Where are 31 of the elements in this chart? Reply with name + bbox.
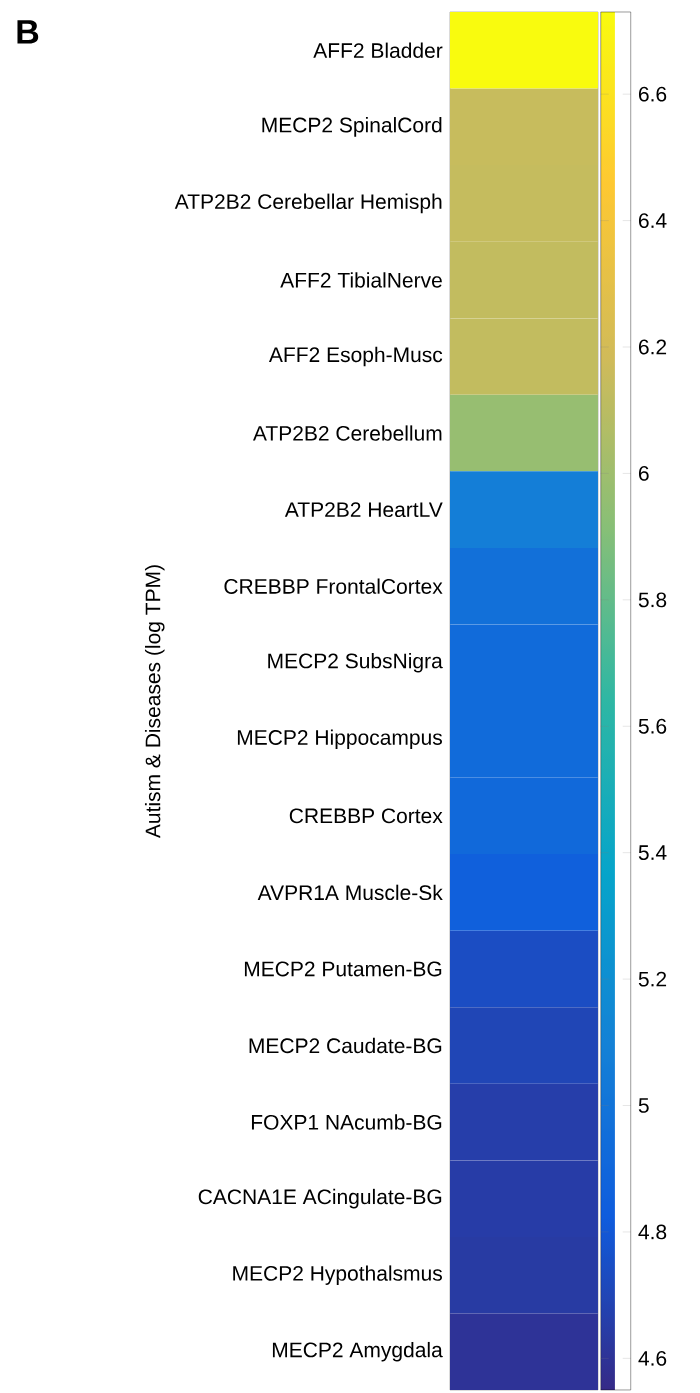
y-axis-title: Autism & Diseases (log TPM) xyxy=(144,565,165,839)
color-bar-label: 5.2 xyxy=(638,971,667,987)
y-tick-label: ATP2B2 HeartLV xyxy=(284,502,443,518)
y-tick-label: AFF2 Bladder xyxy=(313,42,443,58)
y-tick-label: AFF2 Esoph-Musc xyxy=(268,346,443,367)
y-tick-label: AFF2 TibialNerve xyxy=(280,272,442,288)
color-bar-label: 5.8 xyxy=(638,592,667,608)
color-bar-label: 6 xyxy=(638,465,649,481)
color-bar-label: 6.2 xyxy=(638,339,667,355)
y-tick-label: FOXP1 NAcumb-BG xyxy=(251,1114,442,1130)
color-bar-label: 6.6 xyxy=(638,86,667,102)
y-tick-label: MECP2 SpinalCord xyxy=(262,117,442,137)
color-bar-label: 4.8 xyxy=(638,1224,667,1240)
y-tick-label: AVPR1A Muscle-Sk xyxy=(257,884,443,901)
color-bar-label: 5 xyxy=(638,1098,649,1113)
y-tick-label: MECP2 Hippocampus xyxy=(237,729,442,750)
y-tick-label: CACNA1E ACingulate-BG xyxy=(198,1188,442,1209)
y-tick-label: CREBBP FrontalCortex xyxy=(224,578,443,594)
color-bar-label: 5.4 xyxy=(638,845,667,860)
y-tick-label: CREBBP Cortex xyxy=(289,808,443,824)
color-bar-label: 5.6 xyxy=(638,718,667,734)
color-bar-label: 6.4 xyxy=(638,213,667,229)
y-tick-label: MECP2 Hypothalsmus xyxy=(233,1265,442,1285)
y-tick-label: MECP2 Putamen-BG xyxy=(244,961,442,977)
y-tick-label: ATP2B2 Cerebellar Hemisph xyxy=(174,193,442,214)
y-tick-label: MECP2 Amygdala xyxy=(272,1341,443,1362)
y-tick-label: MECP2 Caudate-BG xyxy=(249,1037,442,1054)
y-tick-label: ATP2B2 Cerebellum xyxy=(252,425,442,441)
y-tick-label: MECP2 SubsNigra xyxy=(268,652,443,673)
color-bar-label: 4.6 xyxy=(638,1350,667,1366)
text: B xyxy=(17,20,39,44)
